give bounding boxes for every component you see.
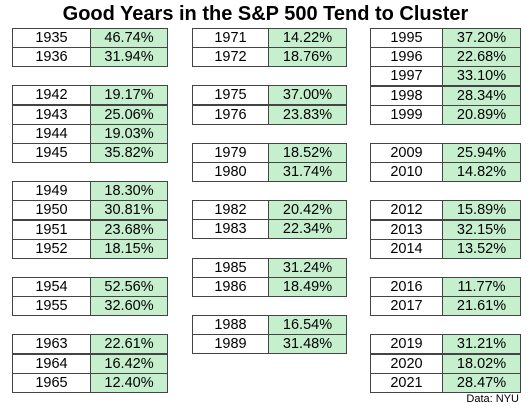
year-cell: 1980	[192, 162, 269, 182]
return-cell: 18.52%	[268, 142, 347, 163]
return-cell: 52.56%	[90, 277, 168, 297]
return-cell: 19.03%	[90, 123, 168, 144]
year-cell: 2017	[370, 296, 443, 317]
year-cell: 1965	[12, 372, 91, 393]
year-cell: 1950	[12, 200, 91, 221]
year-cell: 1975	[192, 85, 269, 106]
return-cell: 22.68%	[442, 47, 521, 68]
year-cell: 1988	[192, 315, 269, 335]
return-cell: 25.94%	[442, 143, 521, 163]
return-cell: 13.52%	[442, 238, 521, 259]
year-cell: 1955	[12, 296, 91, 317]
return-cell: 21.61%	[442, 296, 521, 317]
year-cell: 2020	[370, 353, 443, 374]
return-cell: 19.17%	[90, 85, 168, 106]
return-cell: 46.74%	[90, 28, 168, 48]
year-cell: 1982	[192, 200, 269, 221]
year-cell: 1936	[12, 47, 91, 68]
return-cell: 18.15%	[90, 238, 168, 259]
return-cell: 18.30%	[90, 181, 168, 202]
year-cell: 2010	[370, 162, 443, 183]
year-cell: 2014	[370, 238, 443, 259]
year-cell: 1989	[192, 334, 269, 355]
year-cell: 2009	[370, 143, 443, 163]
year-cell: 2019	[370, 334, 443, 355]
return-cell: 23.83%	[268, 104, 347, 125]
return-cell: 31.48%	[268, 334, 347, 355]
year-cell: 1998	[370, 85, 443, 106]
year-cell: 2016	[370, 277, 443, 297]
source-note: Data: NYU	[466, 393, 519, 405]
return-cell: 32.15%	[442, 219, 521, 240]
return-cell: 25.06%	[90, 104, 168, 125]
year-cell: 1986	[192, 276, 269, 297]
year-cell: 1944	[12, 123, 91, 144]
return-cell: 31.24%	[268, 257, 347, 278]
year-cell: 1996	[370, 47, 443, 68]
year-cell: 1979	[192, 142, 269, 163]
return-cell: 33.10%	[442, 66, 521, 87]
year-cell: 2021	[370, 372, 443, 393]
year-cell: 1963	[12, 334, 91, 355]
return-cell: 31.94%	[90, 47, 168, 68]
year-cell: 2013	[370, 219, 443, 240]
return-cell: 14.82%	[442, 162, 521, 183]
year-cell: 1983	[192, 219, 269, 240]
return-cell: 18.76%	[268, 47, 347, 68]
year-cell: 1935	[12, 28, 91, 48]
return-cell: 37.20%	[442, 28, 521, 48]
year-cell: 1945	[12, 143, 91, 163]
title: Good Years in the S&P 500 Tend to Cluste…	[62, 3, 469, 25]
return-cell: 31.21%	[442, 334, 521, 355]
return-cell: 16.54%	[268, 315, 347, 335]
return-cell: 22.61%	[90, 334, 168, 355]
return-cell: 28.34%	[442, 85, 521, 106]
return-cell: 18.49%	[268, 276, 347, 297]
return-cell: 22.34%	[268, 219, 347, 240]
year-cell: 1972	[192, 47, 269, 68]
year-cell: 1999	[370, 104, 443, 125]
year-cell: 1976	[192, 104, 269, 125]
year-cell: 1995	[370, 28, 443, 48]
return-cell: 18.02%	[442, 353, 521, 374]
year-cell: 1952	[12, 238, 91, 259]
year-cell: 1997	[370, 66, 443, 87]
year-cell: 1943	[12, 104, 91, 125]
return-cell: 35.82%	[90, 143, 168, 163]
year-cell: 1964	[12, 353, 91, 374]
return-cell: 32.60%	[90, 296, 168, 317]
year-cell: 1951	[12, 219, 91, 240]
return-cell: 16.42%	[90, 353, 168, 374]
year-cell: 1954	[12, 277, 91, 297]
year-cell: 2012	[370, 200, 443, 221]
return-cell: 20.42%	[268, 200, 347, 221]
return-cell: 23.68%	[90, 219, 168, 240]
return-cell: 11.77%	[442, 277, 521, 297]
return-cell: 37.00%	[268, 85, 347, 106]
return-cell: 30.81%	[90, 200, 168, 221]
return-cell: 31.74%	[268, 162, 347, 182]
year-cell: 1949	[12, 181, 91, 202]
return-cell: 12.40%	[90, 372, 168, 393]
return-cell: 15.89%	[442, 200, 521, 221]
year-cell: 1971	[192, 28, 269, 48]
year-cell: 1985	[192, 257, 269, 278]
year-cell: 1942	[12, 85, 91, 106]
return-cell: 28.47%	[442, 372, 521, 393]
return-cell: 20.89%	[442, 104, 521, 125]
return-cell: 14.22%	[268, 28, 347, 48]
